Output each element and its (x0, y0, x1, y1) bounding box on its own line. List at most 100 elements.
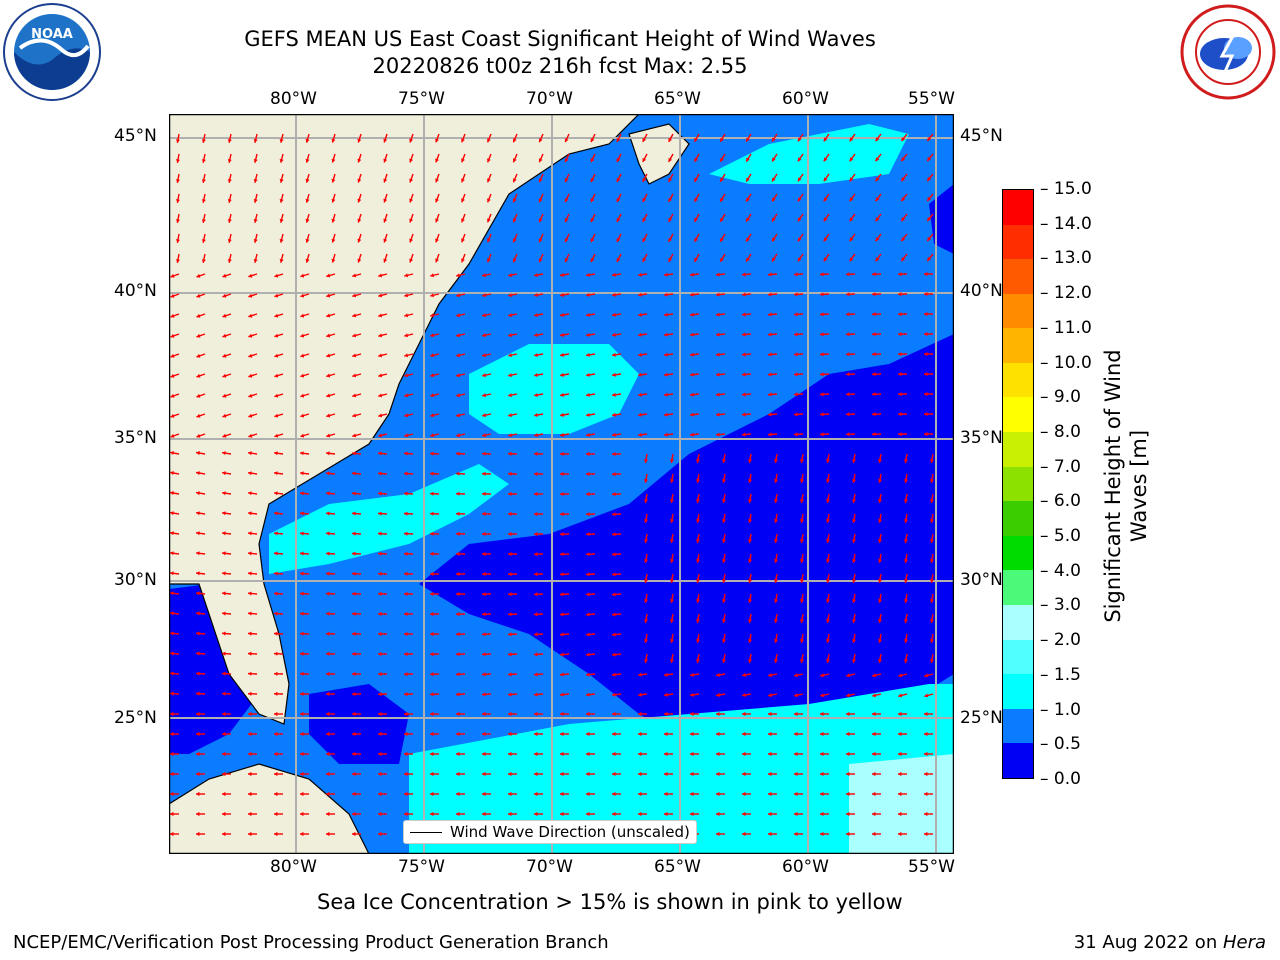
wind-arrow-head (820, 731, 824, 737)
wind-arrow-head (482, 491, 486, 496)
wind-arrow-head (430, 491, 434, 496)
wind-arrow-head (456, 672, 460, 677)
wind-arrow-head (383, 218, 388, 223)
wind-arrow-head (820, 272, 824, 277)
wind-arrow-head (508, 393, 512, 398)
wind-arrow-head (560, 711, 564, 717)
wind-arrow-head (664, 751, 668, 757)
wind-arrow-head (696, 639, 701, 643)
wind-arrow-head (378, 672, 382, 677)
wind-arrow-head (696, 579, 701, 583)
wind-arrow-head (664, 791, 668, 797)
wind-arrow-head (534, 552, 538, 557)
wind-arrow-head (482, 313, 486, 318)
wind-arrow-head (898, 312, 902, 317)
wind-arrow-head (616, 138, 621, 142)
wind-arrow-head (664, 312, 668, 317)
wind-arrow-head (772, 157, 776, 162)
wind-arrow-head (222, 791, 226, 797)
wind-arrow-head (716, 272, 720, 277)
wind-arrow-head (878, 579, 883, 583)
wind-arrow-head (560, 791, 564, 797)
wind-arrow-head (694, 217, 698, 222)
wind-arrow-head (461, 198, 465, 203)
wind-arrow-head (404, 771, 408, 777)
wind-arrow-head (430, 413, 434, 418)
wind-arrow-head (560, 672, 564, 677)
noaa-logo-text: NOAA (31, 27, 73, 42)
wind-arrow-head (508, 451, 512, 456)
wind-arrow-head (742, 392, 746, 397)
wind-arrow-head (300, 511, 304, 516)
wind-arrow-head (482, 511, 486, 516)
wind-arrow-head (560, 372, 564, 377)
wind-arrow-head (274, 571, 278, 576)
wind-arrow-head (722, 599, 727, 603)
wind-arrow-head (826, 559, 831, 563)
wind-arrow-head (538, 198, 543, 203)
colorbar-tick-label: – 14.0 (1040, 213, 1092, 234)
wind-arrow-head (927, 137, 932, 141)
wind-arrow-head (534, 711, 538, 717)
wind-arrow-head (201, 239, 206, 243)
wind-arrow-head (875, 237, 880, 242)
wind-arrow-head (461, 218, 465, 223)
wind-arrow-head (748, 579, 753, 583)
wind-arrow-head (564, 218, 569, 223)
wind-arrow-head (800, 579, 805, 583)
wind-arrow-head (534, 451, 538, 456)
wind-arrow-head (664, 332, 668, 337)
wind-arrow-head (696, 499, 701, 503)
wind-arrow-head (456, 571, 460, 577)
wind-arrow-head (300, 491, 304, 496)
wind-arrow-head (461, 158, 465, 163)
colorbar-tick-label: – 8.0 (1040, 421, 1081, 442)
wind-arrow-head (875, 137, 880, 142)
nws-logo (1178, 4, 1278, 100)
wind-arrow-head (846, 751, 850, 757)
wind-arrow-head (924, 312, 928, 317)
lon-label-bottom-80w: 80°W (270, 857, 317, 877)
wind-arrow-head (590, 178, 595, 183)
wind-arrow-head (222, 471, 226, 476)
wind-arrow-head (170, 751, 174, 757)
wind-arrow-head (456, 333, 460, 338)
wind-arrow-head (222, 831, 226, 837)
wind-arrow-head (222, 451, 226, 456)
wind-arrow-head (274, 353, 279, 358)
wind-arrow-head (560, 412, 564, 417)
wind-arrow-head (638, 731, 642, 737)
wind-arrow-head (248, 433, 253, 438)
wind-arrow-head (430, 393, 434, 398)
wind-arrow-head (924, 751, 928, 757)
wind-arrow-head (378, 293, 383, 298)
wind-arrow-head (722, 479, 727, 483)
wind-arrow-head (176, 239, 180, 243)
wind-arrow-head (774, 459, 779, 463)
wind-arrow-head (326, 791, 330, 797)
wind-arrow-head (331, 218, 336, 223)
wind-arrow-head (383, 258, 388, 263)
wind-arrow-head (872, 771, 876, 777)
wind-arrow-head (644, 559, 649, 563)
wind-arrow-head (720, 157, 724, 162)
wind-arrow-head (664, 672, 668, 677)
wind-arrow-head (409, 158, 414, 163)
wind-arrow-head (274, 651, 278, 656)
wind-arrow-head (196, 711, 200, 717)
colorbar-tick-labels: – 15.0 – 14.0 – 13.0 – 12.0 – 11.0 – 10.0 – 9.… (1034, 179, 1094, 789)
wind-arrow-head (720, 237, 724, 242)
wind-arrow-head (305, 198, 310, 203)
wind-arrow-head (748, 539, 753, 543)
wind-arrow-head (746, 257, 750, 262)
wind-arrow-head (176, 259, 180, 263)
wind-arrow-head (409, 258, 414, 263)
wind-arrow-head (357, 238, 362, 243)
colorbar-strip (1003, 397, 1033, 433)
wind-arrow-head (612, 532, 616, 537)
wind-arrow-head (846, 292, 850, 297)
wind-arrow-head (404, 471, 408, 476)
wind-arrow-head (690, 811, 694, 817)
wind-arrow-head (586, 352, 590, 357)
wind-arrow-head (612, 652, 616, 657)
